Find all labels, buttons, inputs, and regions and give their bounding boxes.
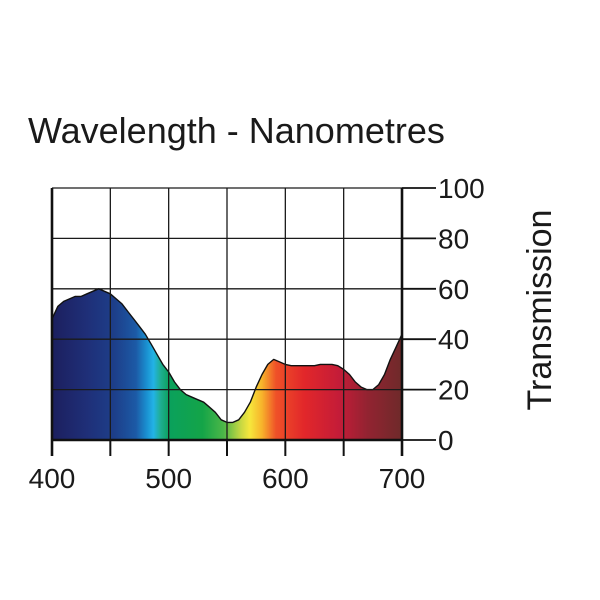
y-tick-label: 60 xyxy=(438,274,469,305)
y-tick-label: 20 xyxy=(438,375,469,406)
y-ticks: 0 20 40 60 80 100 xyxy=(402,173,485,456)
transmission-area xyxy=(51,288,403,441)
vertical-gridlines xyxy=(109,188,345,440)
y-tick-label: 100 xyxy=(438,173,485,204)
y-tick-label: 40 xyxy=(438,324,469,355)
x-tick-label: 500 xyxy=(145,463,192,494)
y-tick-label: 80 xyxy=(438,223,469,254)
x-tick-label: 400 xyxy=(29,463,76,494)
y-tick-label: 0 xyxy=(438,425,454,456)
x-tick-label: 600 xyxy=(262,463,309,494)
horizontal-gridlines xyxy=(52,187,402,391)
x-ticks: 400 500 600 700 xyxy=(29,440,426,494)
y-axis-label: Transmission xyxy=(521,210,559,411)
x-tick-label: 700 xyxy=(379,463,426,494)
chart-title: Wavelength - Nanometres xyxy=(28,110,445,151)
